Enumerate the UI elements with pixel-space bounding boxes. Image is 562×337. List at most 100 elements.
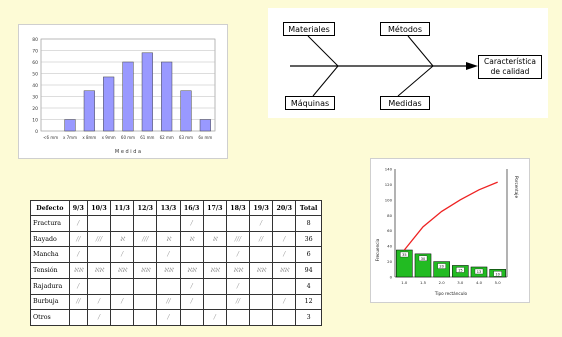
column-header: 10/3 [86,200,112,216]
tally-mark-cell [202,293,227,311]
fishbone-diagram: Materiales Métodos Máquinas Medidas Cara… [268,8,548,118]
bar-data-label: 20 [439,265,443,269]
y-tick-label: 60 [32,60,38,66]
defect-label: Burbuja [30,293,70,311]
row-total: 3 [295,309,322,326]
histogram-bar [161,61,173,132]
bar-data-label: 30 [421,257,425,261]
tally-mark-cell: / [110,293,135,311]
y-tick-label: 40 [32,83,38,89]
tally-mark-cell [272,309,297,326]
histogram-bar [180,90,192,132]
tally-mark-cell: / [179,277,204,295]
column-header: 20/3 [272,200,297,216]
row-total: 36 [295,230,322,248]
tally-mark-cell: / [86,309,112,326]
table-row: Rajadura / //4 [30,277,322,295]
table-row: Mancha / / / //6 [30,246,322,264]
tally-mark-cell: / [179,215,204,232]
tally-mark-cell: ℵℵ [68,262,88,279]
tally-mark-cell: / [272,230,297,248]
bar-data-label: 35 [402,253,406,257]
tally-mark-cell: / [179,293,204,311]
tally-mark-cell [272,215,297,232]
tally-mark-cell [202,215,227,232]
table-row: Fractura / //8 [30,215,322,232]
effect-box: Característica de calidad [478,55,542,79]
tally-mark-cell [202,246,227,264]
defect-tally-sheet: Defecto 9/3 10/3 11/3 12/3 13/3 16/3 17/3 18/3 19… [30,200,322,326]
row-total: 4 [295,277,322,295]
table-row: Burbuja/// ///////12 [30,293,322,311]
x-tick-label: 2.0 [439,280,446,285]
column-header: Total [295,200,322,216]
tally-mark-cell [68,309,88,326]
data-label-box [493,271,502,277]
tally-mark-cell: / [272,246,297,264]
data-label-box [400,251,409,258]
row-total: 8 [295,215,322,232]
tally-mark-cell: ℵℵ [86,262,112,279]
defect-label: Rajadura [30,277,70,295]
bar-data-label: 10 [495,272,499,276]
tally-mark-cell: ℵℵ [249,262,274,279]
tally-mark-cell: ℵ [110,230,135,248]
table-row: Rayado/////ℵ///ℵ ℵ ℵ//////36 [30,230,322,248]
defect-label: Rayado [30,230,70,248]
tally-mark-cell: ℵ [179,230,204,248]
x-tick-label: x 9mm [102,135,116,140]
tally-mark-cell: / [110,246,135,264]
x-tick-label: x 8mm [82,135,96,140]
tally-mark-cell: ℵℵ [272,262,297,279]
y-tick-label: 40 [387,244,392,249]
tally-mark-cell: / [225,277,251,295]
pareto-chart: 0 20 40 60 80 100 120 140 35 1.0 30 1.5 20 2.0 15 3.0 13… [375,167,519,297]
tally-mark-cell: ℵℵ [133,262,158,279]
tally-mark-cell: ℵℵ [225,262,251,279]
tally-mark-cell: / [225,246,251,264]
bone-bottom-left [312,65,339,97]
cause-medidas: Medidas [380,96,430,110]
tally-mark-cell [249,246,274,264]
table-row: Tensión ℵℵ ℵℵ ℵℵ ℵℵ ℵℵ ℵℵ ℵℵ ℵℵ ℵℵ ℵℵ 94 [30,262,322,279]
tally-mark-cell [133,309,158,326]
tally-mark-cell [272,277,297,295]
y-tick-label: 30 [32,95,38,101]
bone-top-left [307,35,339,67]
cause-maquinas: Máquinas [285,96,335,110]
tally-mark-cell [133,277,158,295]
tally-mark-cell [225,215,251,232]
tally-mark-cell [156,277,181,295]
data-label-box [437,263,446,269]
y-tick-label: 100 [385,197,393,202]
table-row: Otros / / / 3 [30,309,322,326]
x-tick-label: 60 mm [121,135,135,140]
tally-mark-cell [110,277,135,295]
fishbone-lines [290,35,478,97]
tally-mark-cell [110,309,135,326]
y-tick-label: 20 [32,106,38,112]
tally-table: Defecto 9/3 10/3 11/3 12/3 13/3 16/3 17/3 18/3 19… [30,200,322,326]
y-tick-label: 80 [387,213,392,218]
histogram-bar [103,76,115,132]
y-tick-label: 10 [32,118,38,124]
tally-mark-cell: ℵ [202,230,227,248]
tally-mark-cell: // [156,293,181,311]
histogram-panel: 0 10 20 30 40 50 60 70 80 <6 mm x 7mm x 8mm x 9mm 60 … [18,24,228,159]
cause-metodos: Métodos [380,22,430,36]
tally-mark-cell [110,215,135,232]
tally-mark-cell: // [225,293,251,311]
tally-mark-cell [86,246,112,264]
tally-mark-cell: // [249,230,274,248]
y-tick-label: 70 [32,49,38,55]
row-total: 12 [295,293,322,311]
data-label-box [474,268,484,275]
tally-mark-cell [179,309,204,326]
tally-mark-cell: / [249,215,274,232]
column-header: 11/3 [110,200,135,216]
y-tick-label: 0 [35,129,38,135]
column-header: 19/3 [249,200,274,216]
tally-mark-cell: / [272,293,297,311]
row-total: 6 [295,246,322,264]
column-header: 18/3 [225,200,251,216]
